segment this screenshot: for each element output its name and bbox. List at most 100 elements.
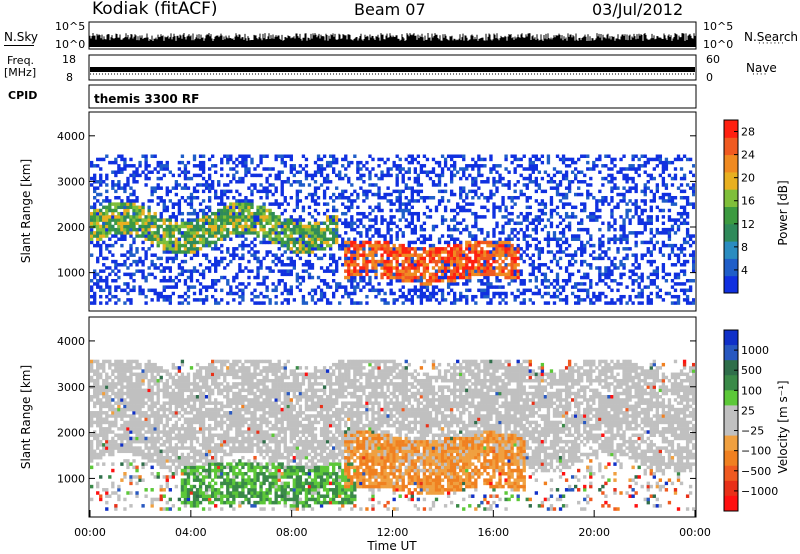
power-cell bbox=[313, 186, 318, 190]
power-cell bbox=[625, 256, 629, 261]
power-cell bbox=[558, 250, 563, 254]
power-cell bbox=[407, 243, 411, 248]
power-cell bbox=[244, 221, 248, 226]
power-cell bbox=[325, 237, 330, 241]
power-cell bbox=[105, 227, 109, 232]
power-cell bbox=[604, 154, 608, 158]
power-cell bbox=[622, 234, 626, 238]
power-cell bbox=[365, 263, 369, 267]
power-cell bbox=[214, 170, 218, 174]
power-cell bbox=[528, 173, 532, 178]
power-cell bbox=[156, 224, 160, 229]
power-cell bbox=[214, 221, 218, 226]
power-cell bbox=[380, 157, 384, 162]
power-cell bbox=[649, 199, 653, 203]
power-cell bbox=[301, 183, 306, 187]
power-cell bbox=[685, 215, 690, 219]
power-cell bbox=[531, 272, 535, 277]
power-cell bbox=[498, 301, 502, 305]
power-cell bbox=[377, 164, 381, 168]
power-cell bbox=[362, 215, 366, 219]
power-cell bbox=[465, 272, 469, 277]
power-cell bbox=[283, 288, 287, 293]
power-cell bbox=[126, 183, 130, 187]
power-cell bbox=[604, 266, 608, 270]
power-cell bbox=[688, 243, 693, 248]
power-cell bbox=[522, 215, 526, 219]
power-cell bbox=[549, 250, 554, 254]
power-cell bbox=[114, 288, 118, 293]
power-cell bbox=[117, 275, 121, 280]
power-cell bbox=[332, 215, 336, 219]
power-cell bbox=[610, 224, 614, 229]
power-cell bbox=[332, 294, 336, 299]
power-cell bbox=[583, 298, 587, 302]
power-cell bbox=[232, 231, 236, 235]
power-cell bbox=[235, 211, 239, 216]
power-cell bbox=[156, 227, 160, 232]
power-cell bbox=[280, 301, 284, 305]
power-cell bbox=[335, 173, 339, 178]
power-cell bbox=[583, 180, 587, 184]
velocity-cell bbox=[96, 491, 100, 495]
power-cell bbox=[102, 199, 106, 203]
velocity-cell bbox=[99, 449, 103, 454]
power-cell bbox=[486, 275, 490, 280]
power-cell bbox=[570, 263, 575, 267]
power-cell bbox=[398, 157, 402, 162]
power-cell bbox=[123, 237, 127, 241]
velocity-cell bbox=[96, 446, 100, 450]
power-cell bbox=[440, 221, 445, 226]
power-cell bbox=[325, 227, 330, 232]
power-cell bbox=[232, 167, 236, 171]
power-cell bbox=[259, 211, 263, 216]
power-cell bbox=[446, 259, 451, 264]
power-cell bbox=[328, 164, 333, 168]
power-cell bbox=[374, 218, 378, 222]
power-cell bbox=[341, 263, 345, 267]
power-cell bbox=[613, 186, 617, 190]
velocity-cell bbox=[93, 388, 97, 393]
power-cell bbox=[223, 275, 227, 280]
power-cell bbox=[537, 240, 542, 245]
power-cell bbox=[465, 269, 469, 273]
velocity-cell bbox=[105, 507, 109, 511]
power-cell bbox=[558, 266, 563, 270]
power-cell bbox=[495, 291, 499, 296]
power-cell bbox=[504, 291, 508, 296]
power-cell bbox=[313, 189, 318, 194]
power-cell bbox=[126, 199, 130, 203]
power-cell bbox=[634, 234, 638, 238]
power-cell bbox=[319, 234, 324, 238]
power-cell bbox=[135, 250, 139, 254]
power-cell bbox=[141, 227, 145, 232]
power-cell bbox=[567, 189, 572, 194]
power-cell bbox=[144, 215, 148, 219]
power-cell bbox=[401, 180, 405, 184]
power-cell bbox=[522, 250, 526, 254]
power-cell bbox=[344, 240, 348, 245]
power-cell bbox=[93, 294, 97, 299]
velocity-cell bbox=[93, 382, 97, 386]
power-cell bbox=[558, 215, 563, 219]
power-cell bbox=[129, 224, 133, 229]
power-cell bbox=[189, 247, 194, 251]
power-cell bbox=[371, 288, 375, 293]
power-cell bbox=[631, 288, 635, 293]
power-cell bbox=[238, 199, 242, 203]
velocity-cell bbox=[96, 433, 100, 438]
power-cell bbox=[685, 231, 690, 235]
power-cell bbox=[313, 208, 318, 213]
power-cell bbox=[211, 263, 215, 267]
power-cell bbox=[338, 192, 342, 197]
power-cell bbox=[440, 218, 445, 222]
power-cell bbox=[486, 282, 490, 286]
power-cell bbox=[401, 202, 405, 206]
power-cell bbox=[407, 291, 411, 296]
power-cell bbox=[676, 256, 681, 261]
power-cell bbox=[386, 247, 390, 251]
power-cell bbox=[507, 211, 511, 216]
power-cell bbox=[661, 164, 666, 168]
power-cell bbox=[567, 275, 572, 280]
power-cell bbox=[114, 218, 118, 222]
